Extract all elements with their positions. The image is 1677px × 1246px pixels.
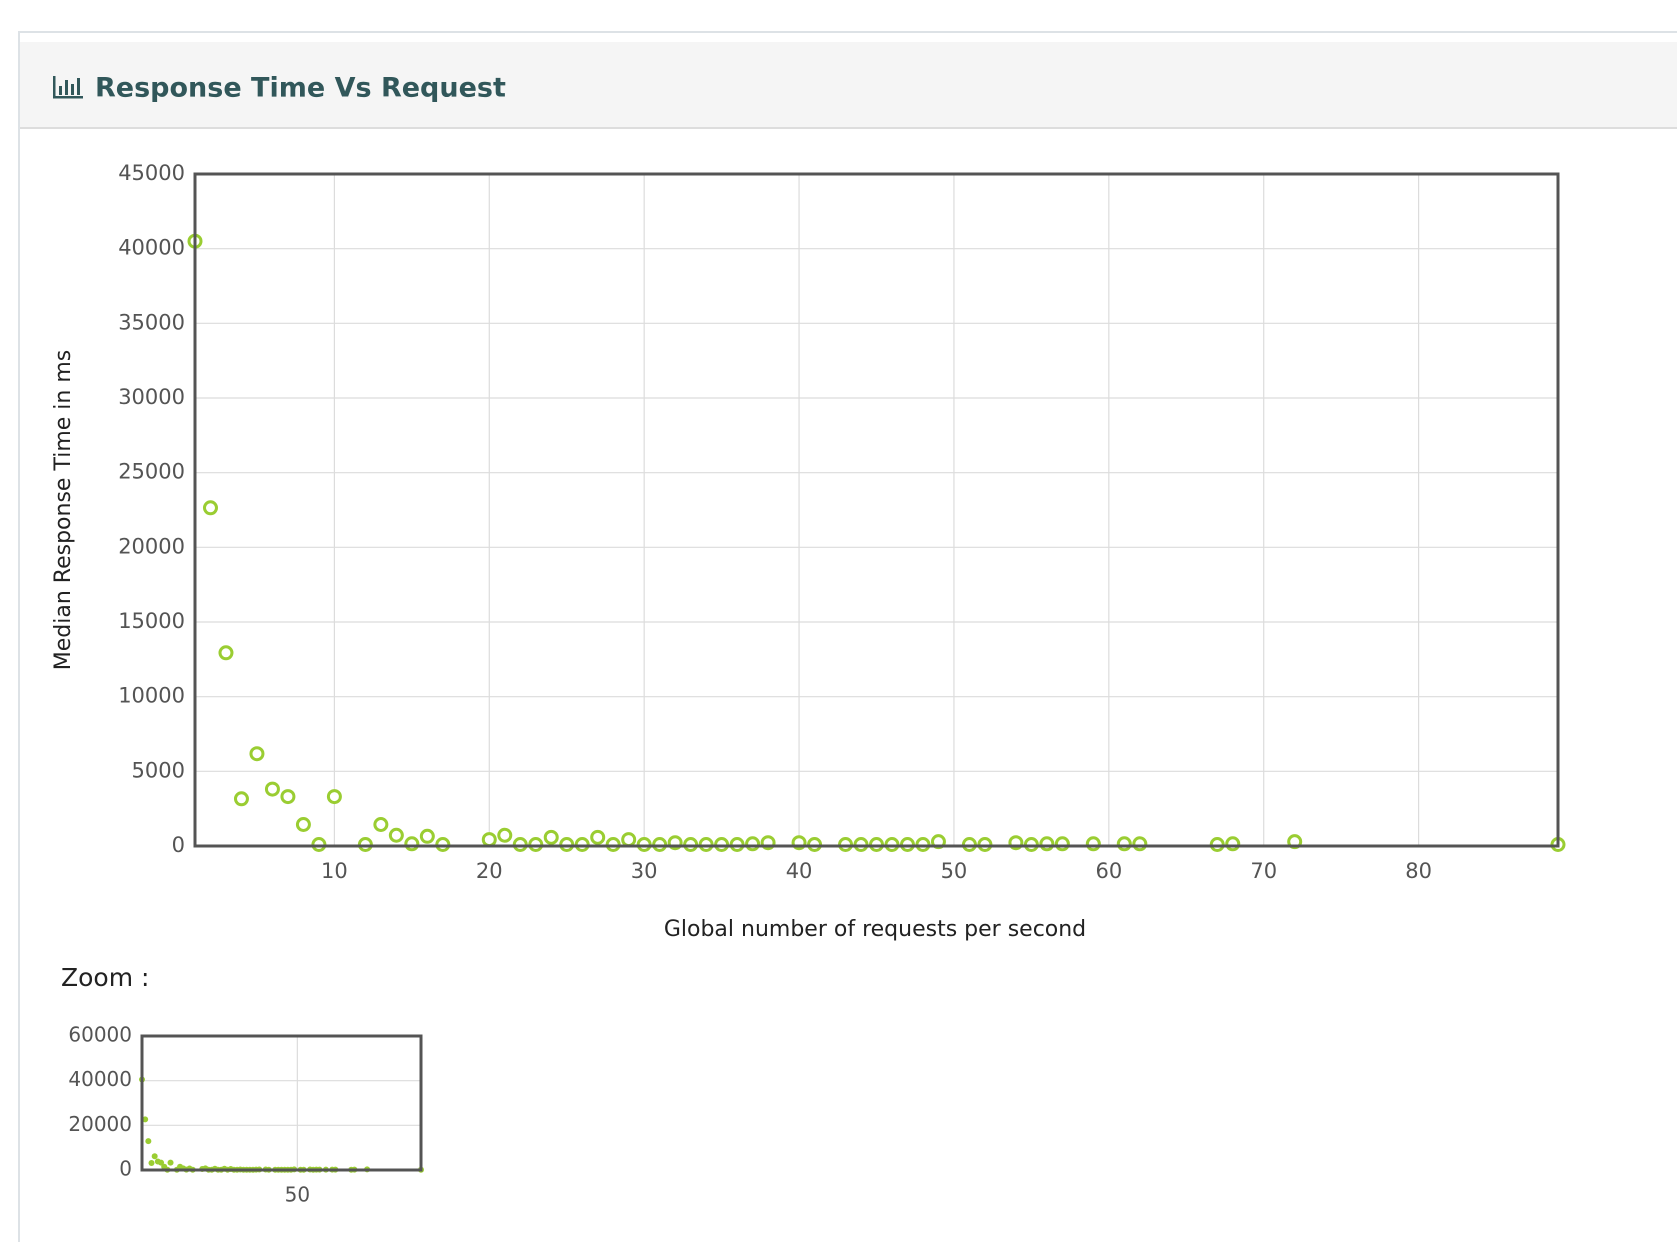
- y-tick-label: 45000: [118, 161, 185, 185]
- data-point: [481, 832, 497, 848]
- zoom-point: [148, 1159, 155, 1166]
- x-tick-label: 20: [476, 859, 503, 883]
- x-tick-label: 30: [631, 859, 658, 883]
- data-point: [295, 816, 311, 832]
- data-point: [404, 836, 420, 852]
- x-tick-label: 40: [786, 859, 813, 883]
- data-point: [202, 500, 218, 516]
- data-point: [590, 829, 606, 845]
- panel: [18, 31, 1677, 1246]
- y-tick-label: 30000: [118, 385, 185, 409]
- data-point: [745, 836, 761, 852]
- y-tick-label: 15000: [118, 609, 185, 633]
- zoom-point: [167, 1159, 174, 1166]
- zoom-point: [145, 1138, 152, 1145]
- x-axis-title: Global number of requests per second: [664, 917, 1086, 942]
- data-point: [1085, 836, 1101, 852]
- data-point: [419, 828, 435, 844]
- plot-border: [193, 172, 1560, 848]
- zoom-point: [151, 1153, 158, 1160]
- y-tick-label: 0: [119, 1157, 132, 1181]
- y-tick-label: 60000: [68, 1023, 132, 1047]
- zoom-point: [158, 1159, 165, 1166]
- zoom-label: Zoom :: [61, 963, 149, 992]
- data-point: [249, 746, 265, 762]
- chart-icon: [53, 76, 83, 99]
- y-tick-label: 10000: [118, 684, 185, 708]
- x-tick-label: 80: [1405, 859, 1432, 883]
- y-tick-label: 40000: [118, 236, 185, 260]
- y-tick-label: 0: [172, 833, 185, 857]
- data-point: [326, 789, 342, 805]
- y-tick-label: 25000: [118, 460, 185, 484]
- data-point: [373, 816, 389, 832]
- x-tick-label: 60: [1095, 859, 1122, 883]
- zoom-point: [142, 1116, 149, 1123]
- data-point: [621, 832, 637, 848]
- x-tick-label: 50: [941, 859, 968, 883]
- y-tick-label: 35000: [118, 310, 185, 334]
- x-tick-label: 50: [285, 1183, 310, 1207]
- panel-title: Response Time Vs Request: [95, 73, 506, 104]
- data-point: [543, 829, 559, 845]
- y-tick-label: 40000: [68, 1067, 132, 1091]
- data-point: [264, 781, 280, 797]
- data-point: [1116, 836, 1132, 852]
- y-axis-title: Median Response Time in ms: [51, 350, 76, 670]
- data-point: [1039, 836, 1055, 852]
- data-point: [388, 827, 404, 843]
- plot-border: [140, 1034, 423, 1172]
- panel-header: [20, 42, 1677, 128]
- data-point: [218, 645, 234, 661]
- data-point: [280, 789, 296, 805]
- y-tick-label: 20000: [68, 1112, 132, 1136]
- data-point: [233, 791, 249, 807]
- data-point: [1054, 836, 1070, 852]
- data-point: [1225, 836, 1241, 852]
- y-tick-label: 5000: [132, 758, 185, 782]
- x-tick-label: 70: [1250, 859, 1277, 883]
- data-point: [1132, 836, 1148, 852]
- x-tick-label: 10: [321, 859, 348, 883]
- data-point: [497, 827, 513, 843]
- y-tick-label: 20000: [118, 534, 185, 558]
